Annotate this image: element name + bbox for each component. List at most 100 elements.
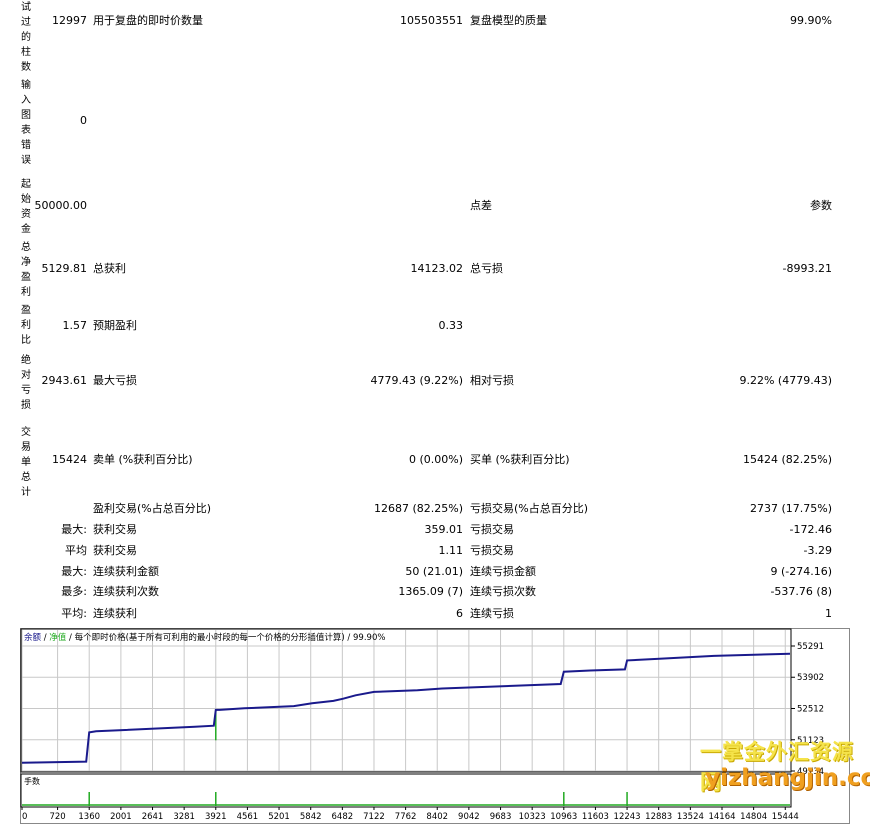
x-tick-label: 15444: [772, 812, 799, 822]
stats-label-left: 获利交易: [93, 523, 137, 536]
value-gross-profit: 14123.02: [410, 262, 464, 275]
label-gross-loss: 总亏损: [470, 262, 503, 275]
y-tick-label: 49734: [797, 767, 824, 777]
legend-sep: /: [345, 633, 353, 643]
x-axis: 0 720 1360 2001 2641 3281 3921 4561 5201 5842 6482…: [21, 807, 799, 822]
label-abs-drawdown: 绝对亏损: [21, 355, 31, 411]
label-input-errors: 输入图表错误: [21, 80, 31, 166]
x-tick-label: 14804: [740, 812, 767, 822]
label-gross-profit: 总获利: [93, 262, 126, 275]
x-tick-label: 2641: [142, 812, 164, 822]
x-tick-label: 9683: [490, 812, 512, 822]
x-tick-label: 720: [49, 812, 65, 822]
value-test-bars: 12997: [52, 14, 87, 27]
stats-prefix: 最大:: [61, 523, 87, 536]
value-rel-drawdown: 9.22% (4779.43): [739, 374, 832, 387]
label-ticks-modelled: 用于复盘的即时价数量: [93, 14, 203, 27]
balance-chart: 余额 / 净值 / 每个即时价格(基于所有可利用的最小时段的每一个价格的分形插值…: [20, 628, 850, 824]
stats-value-left: 12687 (82.25%): [373, 502, 463, 515]
x-tick-label: 2001: [110, 812, 132, 822]
value-profit-factor: 1.57: [62, 319, 88, 332]
stats-value-left: 359.01: [424, 523, 464, 536]
chart-header: 余额 / 净值 / 每个即时价格(基于所有可利用的最小时段的每一个价格的分形插值…: [24, 632, 385, 643]
stats-label-left: 获利交易: [93, 544, 137, 557]
x-tick-label: 0: [22, 812, 27, 822]
y-tick-label: 52512: [797, 705, 824, 715]
stats-value-right: -537.76 (8): [770, 585, 832, 598]
stats-value-left: 50 (21.01): [405, 565, 463, 578]
label-model-quality: 复盘模型的质量: [470, 14, 547, 27]
stats-label-left: 连续获利: [93, 607, 137, 620]
x-tick-label: 10963: [550, 812, 577, 822]
lot-bars: [22, 792, 790, 806]
x-tick-label: 5842: [300, 812, 322, 822]
x-tick-label: 10323: [519, 812, 546, 822]
value-max-drawdown: 4779.43 (9.22%): [370, 374, 463, 387]
value-total-trades: 15424: [52, 453, 87, 466]
watermark-cn: 一掌金外汇资源网: [700, 740, 854, 794]
label-profit-factor: 盈利比: [21, 305, 31, 346]
x-tick-label: 6482: [332, 812, 354, 822]
legend-balance: 余额: [24, 632, 42, 643]
chart-quality: 99.90%: [353, 633, 385, 643]
y-tick-label: 55291: [797, 642, 824, 652]
stats-value-left: 6: [456, 607, 463, 620]
x-tick-label: 7762: [395, 812, 417, 822]
label-expected-payoff: 预期盈利: [93, 319, 137, 332]
x-tick-label: 1360: [78, 812, 100, 822]
legend-equity: 净值: [49, 632, 67, 643]
value-abs-drawdown: 2943.61: [41, 374, 88, 387]
value-short-positions: 0 (0.00%): [408, 453, 463, 466]
x-tick-label: 13524: [677, 812, 704, 822]
value-ticks-modelled: 105503551: [400, 14, 463, 27]
stats-label-right: 连续亏损: [470, 607, 514, 620]
value-long-positions: 15424 (82.25%): [742, 453, 832, 466]
lot-label: 手数: [24, 776, 40, 786]
x-tick-label: 14164: [708, 812, 735, 822]
stats-value-right: 9 (-274.16): [770, 565, 832, 578]
label-spread: 点差: [470, 199, 492, 212]
label-max-drawdown: 最大亏损: [93, 374, 137, 387]
x-tick-label: 7122: [363, 812, 385, 822]
value-spread: 参数: [810, 199, 832, 212]
label-total-trades: 交易单总计: [21, 427, 31, 498]
stats-label-right: 亏损交易(%占总百分比): [470, 502, 589, 515]
stats-label-right: 亏损交易: [470, 544, 514, 557]
stats-prefix: 最多:: [61, 585, 87, 598]
value-input-errors: 0: [80, 114, 87, 127]
stats-label-right: 连续亏损次数: [470, 585, 536, 598]
y-axis: 55291 53902 52512 51123 49734: [791, 642, 824, 777]
stats-value-right: 1: [825, 607, 832, 620]
x-tick-label: 3921: [205, 812, 227, 822]
stats-prefix: 平均: [65, 544, 87, 557]
stats-value-right: -3.29: [803, 544, 832, 557]
legend-sep: /: [66, 633, 74, 643]
stats-label-left: 连续获利次数: [93, 585, 159, 598]
stats-value-left: 1.11: [438, 544, 464, 557]
stats-value-right: -172.46: [789, 523, 832, 536]
stats-label-left: 连续获利金额: [93, 565, 159, 578]
value-net-profit: 5129.81: [41, 262, 88, 275]
label-test-bars: 试过的柱数: [21, 2, 31, 73]
x-tick-label: 8402: [426, 812, 448, 822]
lot-panel: [20, 773, 792, 808]
value-expected-payoff: 0.33: [438, 319, 464, 332]
stats-value-left: 1365.09 (7): [398, 585, 463, 598]
chart-model-desc: 每个即时价格(基于所有可利用的最小时段的每一个价格的分形插值计算): [75, 632, 345, 643]
stats-prefix: 平均:: [61, 607, 87, 620]
x-tick-label: 11603: [582, 812, 609, 822]
x-tick-label: 3281: [173, 812, 195, 822]
chart-grid: [21, 630, 790, 772]
value-initial-deposit: 50000.00: [34, 199, 88, 212]
value-model-quality: 99.90%: [790, 14, 832, 27]
watermark-url: yizhangjin.com: [705, 765, 870, 791]
label-initial-deposit: 起始资金: [21, 179, 31, 235]
x-tick-label: 9042: [458, 812, 480, 822]
x-tick-label: 5201: [268, 812, 290, 822]
label-long-positions: 买单 (%获利百分比): [470, 453, 570, 466]
stats-label-right: 亏损交易: [470, 523, 514, 536]
label-rel-drawdown: 相对亏损: [470, 374, 514, 387]
y-tick-label: 53902: [797, 673, 824, 683]
y-tick-label: 51123: [797, 736, 824, 746]
stats-label-left: 盈利交易(%占总百分比): [93, 502, 212, 515]
